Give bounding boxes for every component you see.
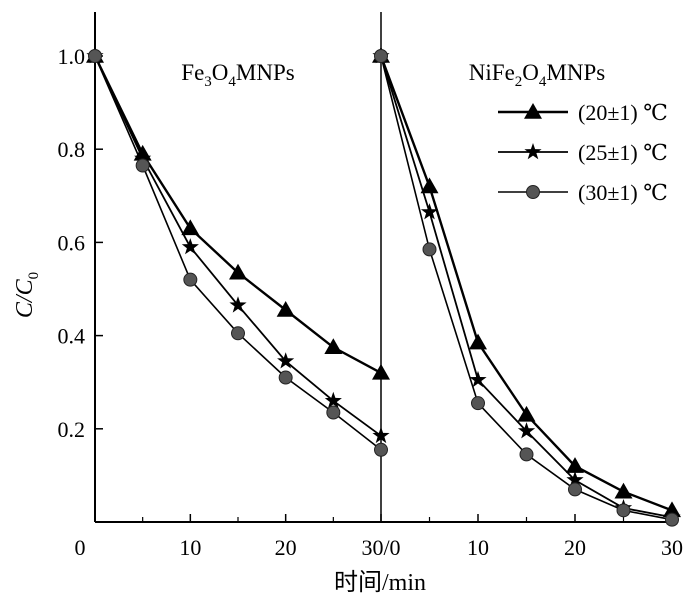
panel-title-part: NiFe xyxy=(469,60,515,85)
x-axis-title: 时间/min xyxy=(334,569,426,596)
x-tick-label: 30 xyxy=(661,535,683,560)
circle-marker xyxy=(616,503,631,518)
panel-title-subscript: 4 xyxy=(539,74,547,90)
circle-marker xyxy=(422,242,437,257)
legend-entry: (30±1) ℃ xyxy=(498,180,668,205)
panel-title-part: MNPs xyxy=(546,60,605,85)
circle-marker xyxy=(183,272,198,287)
series xyxy=(86,47,681,527)
star-marker xyxy=(469,370,487,388)
x-tick-label: 30/0 xyxy=(361,535,400,560)
panel-title: Fe3O4MNPs xyxy=(181,60,294,90)
circle-marker xyxy=(88,49,102,63)
star-marker xyxy=(524,143,542,160)
series-line xyxy=(94,55,382,437)
circle-marker xyxy=(519,447,534,462)
series-circle-panel-1 xyxy=(88,49,388,457)
star-marker xyxy=(229,296,247,313)
panel-title-subscript: 3 xyxy=(204,74,212,90)
star-marker xyxy=(566,471,584,488)
legend-entry: (25±1) ℃ xyxy=(498,140,668,165)
panel-title-subscript: 2 xyxy=(515,74,523,90)
panel-title: NiFe2O4MNPs xyxy=(469,60,605,90)
legend-label: (30±1) ℃ xyxy=(578,180,668,205)
triangle-marker xyxy=(181,219,200,236)
x-tick-label: 10 xyxy=(179,535,201,560)
star-marker xyxy=(324,391,342,409)
triangle-marker xyxy=(469,333,487,350)
triangle-marker xyxy=(614,482,633,499)
panel-title-part: O xyxy=(212,60,229,85)
triangle-marker xyxy=(324,338,343,354)
legend-entry: (20±1) ℃ xyxy=(498,100,668,125)
y-axis-title-main: C/C xyxy=(12,278,38,318)
series-line xyxy=(94,55,382,451)
x-tick-label: 0 xyxy=(75,535,86,560)
legend-label: (25±1) ℃ xyxy=(578,140,668,165)
circle-marker xyxy=(326,405,341,420)
y-tick-label: 0.6 xyxy=(58,230,86,255)
panel-title-subscript: 4 xyxy=(228,74,236,90)
series-star-panel-1 xyxy=(86,47,390,444)
x-tick-label: 20 xyxy=(275,535,297,560)
star-marker xyxy=(517,422,536,439)
triangle-marker xyxy=(517,405,536,422)
triangle-marker xyxy=(229,263,247,280)
series-circle-panel-2 xyxy=(374,49,679,527)
series-line xyxy=(93,55,382,374)
triangle-marker xyxy=(276,300,295,317)
circle-marker xyxy=(526,185,540,199)
circle-marker xyxy=(471,396,485,411)
y-tick-label: 1.0 xyxy=(58,44,86,69)
star-marker xyxy=(420,203,439,220)
triangle-marker xyxy=(524,103,542,119)
star-marker xyxy=(372,426,390,444)
x-tick-label: 20 xyxy=(564,535,586,560)
circle-marker xyxy=(374,49,388,63)
circle-marker xyxy=(135,158,150,173)
star-marker xyxy=(134,149,152,166)
y-axis-title-sub: 0 xyxy=(26,272,42,280)
star-marker xyxy=(277,352,295,369)
y-tick-label: 0.8 xyxy=(58,137,86,162)
panel-title-part: Fe xyxy=(181,60,204,85)
circle-marker xyxy=(568,482,582,497)
circle-marker xyxy=(374,442,388,457)
triangle-marker xyxy=(566,457,584,473)
circle-marker xyxy=(231,326,245,341)
circle-marker xyxy=(665,512,679,527)
circle-marker xyxy=(278,370,293,385)
star-marker xyxy=(181,238,199,255)
triangle-marker xyxy=(420,177,439,194)
triangle-marker xyxy=(372,363,390,380)
x-tick-label: 10 xyxy=(467,535,489,560)
panel-title-part: MNPs xyxy=(236,60,295,85)
panel-title-part: O xyxy=(522,60,539,85)
y-tick-label: 0.4 xyxy=(58,324,86,349)
y-tick-label: 0.2 xyxy=(58,417,86,442)
legend: (20±1) ℃ (25±1) ℃ (30±1) ℃ xyxy=(498,100,668,205)
y-axis-title: C/C0 xyxy=(12,272,42,318)
legend-label: (20±1) ℃ xyxy=(578,100,668,125)
labels: C/C0 时间/min xyxy=(12,272,426,596)
